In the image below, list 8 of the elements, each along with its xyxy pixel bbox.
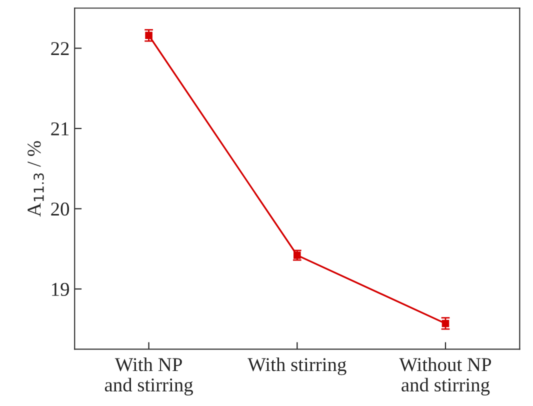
y-tick-label: 19 [52,282,69,296]
x-tick-label: Without NP and stirring [399,357,492,396]
y-tick-label: 20 [51,202,70,216]
x-tick-label: With NP and stirring [104,357,193,396]
x-tick-label: With stirring [248,357,346,376]
y-tick-label: 21 [51,122,69,136]
y-axis-title: A$_{11.3}$ / % [28,141,44,217]
y-tick-label: 22 [51,42,69,55]
